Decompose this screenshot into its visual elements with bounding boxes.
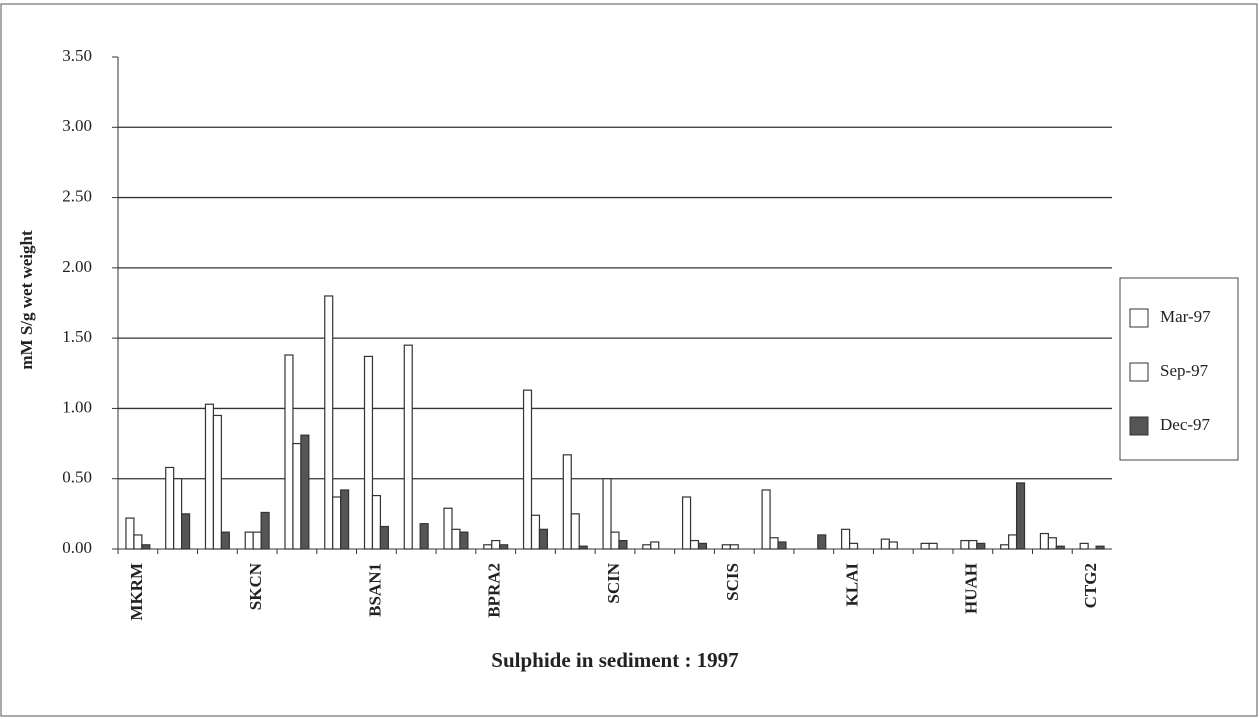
- bar: [977, 543, 985, 549]
- bar: [333, 497, 341, 549]
- bar: [404, 345, 412, 549]
- legend-label: Dec-97: [1160, 415, 1211, 434]
- bar: [484, 545, 492, 549]
- bar: [770, 538, 778, 549]
- bar: [524, 390, 532, 549]
- bar: [341, 490, 349, 549]
- bar: [126, 518, 134, 549]
- bar: [532, 515, 540, 549]
- bar: [881, 539, 889, 549]
- bar: [929, 543, 937, 549]
- bar: [619, 541, 627, 549]
- y-tick-label: 2.50: [62, 186, 92, 205]
- bar: [603, 479, 611, 549]
- bar: [730, 545, 738, 549]
- bar: [539, 529, 547, 549]
- bar: [889, 542, 897, 549]
- bar: [213, 415, 221, 549]
- bar: [380, 527, 388, 549]
- bar: [444, 508, 452, 549]
- y-tick-label: 2.00: [62, 257, 92, 276]
- y-tick-label: 1.50: [62, 327, 92, 346]
- bar: [762, 490, 770, 549]
- bar: [651, 542, 659, 549]
- x-tick-label: BPRA2: [485, 563, 504, 618]
- legend-swatch: [1130, 363, 1148, 381]
- y-tick-label: 0.50: [62, 468, 92, 487]
- y-tick-label: 0.00: [62, 538, 92, 557]
- x-tick-label: KLAI: [842, 563, 861, 607]
- bar: [969, 541, 977, 549]
- bar: [500, 545, 508, 549]
- bar: [643, 545, 651, 549]
- bar: [261, 512, 269, 549]
- bar: [563, 455, 571, 549]
- x-tick-label: CTG2: [1081, 563, 1100, 608]
- bar: [921, 543, 929, 549]
- x-tick-label: SCIN: [604, 562, 623, 603]
- bar: [452, 529, 460, 549]
- bar: [460, 532, 468, 549]
- bar: [245, 532, 253, 549]
- bar: [1056, 546, 1064, 549]
- chart-frame: [1, 4, 1257, 716]
- chart-title: Sulphide in sediment : 1997: [491, 648, 738, 672]
- legend-label: Sep-97: [1160, 361, 1209, 380]
- bar: [698, 543, 706, 549]
- bar: [1040, 534, 1048, 549]
- bar: [1080, 543, 1088, 549]
- bar: [325, 296, 333, 549]
- bar: [372, 496, 380, 549]
- bar: [253, 532, 261, 549]
- x-tick-label: HUAH: [962, 563, 981, 614]
- x-tick-label: SCIS: [723, 563, 742, 601]
- bar: [293, 444, 301, 549]
- bar: [365, 356, 373, 549]
- bar: [842, 529, 850, 549]
- bar: [1001, 545, 1009, 549]
- bar: [961, 541, 969, 549]
- bar: [611, 532, 619, 549]
- legend-swatch: [1130, 417, 1148, 435]
- bar: [571, 514, 579, 549]
- bar: [285, 355, 293, 549]
- bar: [683, 497, 691, 549]
- bar: [1017, 483, 1025, 549]
- legend-swatch: [1130, 309, 1148, 327]
- bar: [174, 479, 182, 549]
- bar: [691, 541, 699, 549]
- bar: [850, 543, 858, 549]
- bar: [1048, 538, 1056, 549]
- bar: [778, 542, 786, 549]
- bar: [301, 435, 309, 549]
- y-tick-label: 3.00: [62, 116, 92, 135]
- x-tick-label: MKRM: [127, 563, 146, 621]
- bar: [205, 404, 213, 549]
- bar: [722, 545, 730, 549]
- bar: [1009, 535, 1017, 549]
- bar: [166, 467, 174, 549]
- bar: [142, 545, 150, 549]
- x-tick-label: BSAN1: [365, 563, 384, 617]
- y-tick-label: 1.00: [62, 397, 92, 416]
- bar: [579, 546, 587, 549]
- bar: [818, 535, 826, 549]
- y-tick-label: 3.50: [62, 46, 92, 65]
- chart: Sulphide in sediment : 1997 mM S/g wet w…: [0, 0, 1259, 719]
- bar: [492, 541, 500, 549]
- legend-label: Mar-97: [1160, 307, 1211, 326]
- bar: [134, 535, 142, 549]
- bar: [420, 524, 428, 549]
- x-tick-label: SKCN: [246, 562, 265, 610]
- y-axis-label: mM S/g wet weight: [17, 230, 36, 370]
- bar: [182, 514, 190, 549]
- bar: [1096, 546, 1104, 549]
- bar: [221, 532, 229, 549]
